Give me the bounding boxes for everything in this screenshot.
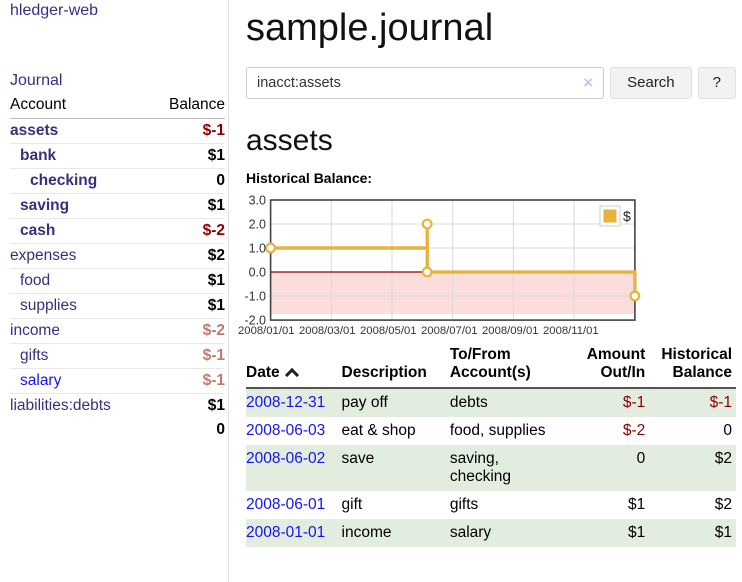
svg-text:3.0: 3.0 [249,193,266,207]
svg-text:2008/03/01: 2008/03/01 [299,325,356,337]
svg-text:2.0: 2.0 [249,217,266,231]
svg-text:2008/09/01: 2008/09/01 [482,325,539,337]
svg-text:0.0: 0.0 [249,265,266,279]
svg-text:2008/01/01: 2008/01/01 [238,325,295,337]
svg-text:2008/11/01: 2008/11/01 [543,325,599,337]
svg-text:1.0: 1.0 [249,241,266,255]
svg-text:2008/05/01: 2008/05/01 [360,325,417,337]
svg-text:-1.0: -1.0 [244,289,266,303]
svg-text:$: $ [623,208,631,224]
svg-text:2008/07/01: 2008/07/01 [421,325,478,337]
